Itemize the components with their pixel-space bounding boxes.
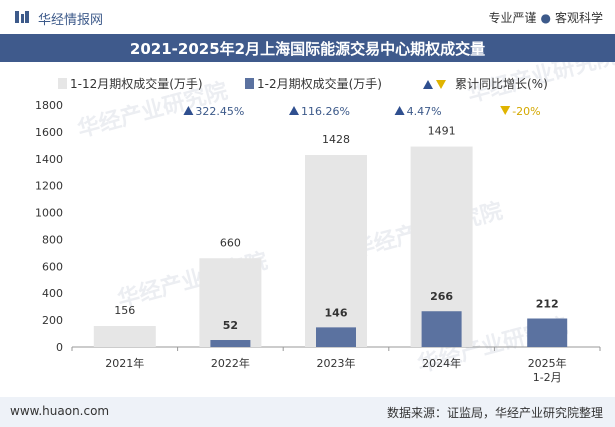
bar-total-value-label: 1428	[322, 133, 350, 146]
x-category-label: 2023年	[317, 356, 356, 370]
y-tick-label: 400	[42, 287, 63, 300]
growth-label: 116.26%	[301, 105, 350, 118]
legend-up-triangle-icon	[423, 80, 433, 89]
legend-label-growth: 累计同比增长(%)	[455, 77, 548, 91]
slogan-left: 专业严谨	[488, 11, 537, 25]
growth-up-triangle-icon	[289, 106, 299, 115]
chart-title: 2021-2025年2月上海国际能源交易中心期权成交量	[129, 40, 486, 58]
y-tick-label: 200	[42, 314, 63, 327]
growth-down-triangle-icon	[500, 106, 511, 115]
brand-name: 华经情报网	[38, 13, 104, 28]
growth-up-triangle-icon	[394, 106, 405, 115]
y-tick-label: 1800	[35, 99, 63, 112]
slogan: 专业严谨 ● 客观科学	[488, 9, 603, 26]
footer-bar	[0, 397, 615, 427]
y-tick-label: 800	[42, 233, 63, 246]
bar-period	[421, 311, 462, 347]
top-bar: 华经情报网 专业严谨 ● 客观科学	[0, 0, 615, 34]
growth-up-triangle-icon	[183, 106, 194, 115]
bar-total	[305, 155, 367, 347]
y-tick-label: 1200	[35, 180, 63, 193]
bar-total	[93, 326, 156, 347]
bar-period-value-label: 146	[325, 306, 348, 319]
bar-period	[210, 340, 251, 347]
slogan-separator: ●	[540, 11, 551, 25]
legend-swatch-period	[245, 78, 254, 89]
y-tick-label: 1400	[35, 153, 63, 166]
x-category-label: 2025年	[528, 356, 567, 370]
legend-down-triangle-icon	[436, 80, 446, 89]
footer-source: 数据来源：证监局，华经产业研究院整理	[386, 406, 603, 420]
x-category-label: 2024年	[422, 356, 461, 370]
slogan-right: 客观科学	[554, 11, 603, 25]
y-tick-label: 1600	[35, 126, 63, 139]
bar-total	[199, 258, 262, 347]
growth-label: -20%	[512, 105, 540, 118]
bar-period-value-label: 212	[536, 297, 559, 310]
growth-label: 322.45%	[195, 105, 244, 118]
bar-total-value-label: 1491	[428, 125, 456, 138]
legend-swatch-total	[58, 78, 67, 89]
title-bar	[0, 34, 615, 62]
bar-total-value-label: 156	[114, 304, 135, 317]
bar-period	[527, 318, 568, 347]
bar-total-value-label: 660	[220, 236, 241, 249]
bar-period	[316, 327, 356, 347]
logo-icon	[15, 11, 29, 23]
x-category-label: 1-2月	[533, 371, 562, 384]
y-tick-label: 600	[42, 260, 63, 273]
bar-period-value-label: 266	[430, 290, 453, 303]
bar-period-value-label: 52	[223, 319, 238, 332]
chart: 华经产业研究院华经产业研究院华经产业研究院华经产业研究院华经产业研究院1-12月…	[35, 62, 615, 384]
footer-url[interactable]: www.huaon.com	[10, 404, 110, 418]
growth-label: 4.47%	[407, 105, 442, 118]
x-category-label: 2022年	[211, 356, 250, 370]
y-tick-label: 0	[56, 341, 63, 354]
x-category-label: 2021年	[105, 356, 144, 370]
legend-label-period: 1-2月期权成交量(万手)	[257, 76, 382, 91]
y-tick-label: 1000	[35, 207, 63, 220]
legend-label-total: 1-12月期权成交量(万手)	[70, 76, 203, 91]
